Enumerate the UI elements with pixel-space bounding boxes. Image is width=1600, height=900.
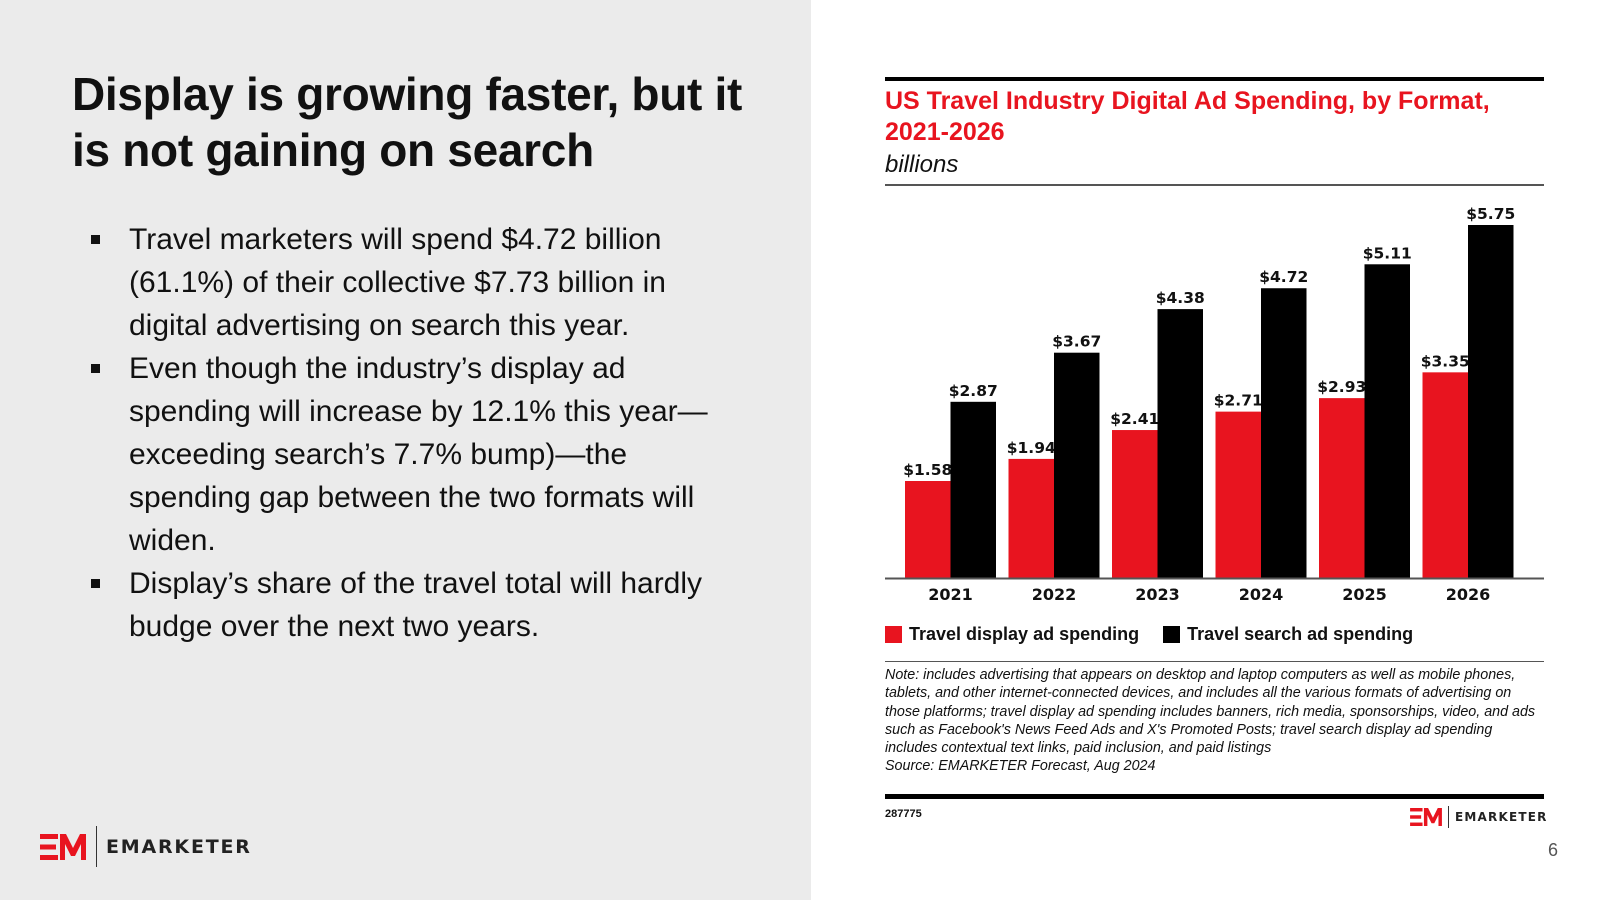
square-bullet-icon	[91, 235, 100, 244]
chart-legend: Travel display ad spending Travel search…	[885, 624, 1437, 645]
bullet-text: Display’s share of the travel total will…	[129, 567, 703, 643]
chart-subtitle: billions	[885, 151, 959, 178]
bullet-list: Travel marketers will spend $4.72 billio…	[88, 218, 748, 648]
em-logo-icon	[40, 833, 86, 860]
page-number: 6	[1548, 840, 1559, 860]
data-label-display: $1.58	[903, 461, 952, 479]
square-bullet-icon	[91, 579, 100, 588]
bullet-item: Even though the industry’s display ad sp…	[88, 347, 748, 562]
bullet-item: Travel marketers will spend $4.72 billio…	[88, 218, 748, 347]
chart-subtitle-rule	[885, 184, 1544, 186]
data-label-search: $5.11	[1363, 244, 1412, 262]
bar-search	[1157, 309, 1203, 578]
bar-search	[1261, 288, 1307, 578]
legend-label-search: Travel search ad spending	[1187, 624, 1414, 644]
slide-text-panel	[0, 0, 811, 900]
bar-search	[1364, 264, 1410, 578]
bar-display	[1112, 430, 1158, 578]
bar-display	[1319, 398, 1365, 578]
data-label-search: $3.67	[1052, 333, 1101, 351]
bullet-item: Display’s share of the travel total will…	[88, 562, 748, 648]
chart-note-rule	[885, 661, 1544, 662]
x-tick-label: 2021	[928, 585, 973, 604]
legend-item-search: Travel search ad spending	[1163, 624, 1413, 645]
legend-swatch-search	[1163, 626, 1181, 643]
data-label-display: $3.35	[1421, 352, 1470, 370]
data-label-display: $1.94	[1007, 439, 1056, 457]
data-label-search: $4.72	[1259, 268, 1308, 286]
em-logo-icon	[1410, 808, 1442, 826]
bar-display	[905, 481, 951, 578]
bar-search	[1054, 352, 1100, 578]
bar-search	[950, 401, 996, 578]
data-label-search: $5.75	[1466, 205, 1515, 223]
bar-display	[1215, 411, 1261, 578]
data-label-search: $2.87	[949, 382, 998, 400]
bullet-text: Travel marketers will spend $4.72 billio…	[129, 223, 666, 342]
chart-note: Note: includes advertising that appears …	[885, 667, 1536, 757]
data-label-display: $2.41	[1110, 410, 1159, 428]
data-label-display: $2.93	[1317, 378, 1366, 396]
data-label-display: $2.71	[1214, 392, 1263, 410]
x-tick-label: 2022	[1032, 585, 1077, 604]
emarketer-logo: EMARKETER	[40, 826, 252, 867]
logo-separator	[1448, 806, 1449, 828]
logo-wordmark: EMARKETER	[106, 835, 252, 858]
slide-headline: Display is growing faster, but it is not…	[72, 68, 742, 176]
x-tick-label: 2023	[1135, 585, 1180, 604]
square-bullet-icon	[91, 364, 100, 373]
bar-chart: $1.58 $2.87 2021 $1.94 $3.67 2022 $2.41 $4.38 20…	[885, 205, 1544, 604]
data-label-search: $4.38	[1156, 289, 1205, 307]
logo-separator	[96, 826, 97, 867]
logo-wordmark: EMARKETER	[1455, 810, 1548, 824]
chart-id: 287775	[885, 808, 922, 820]
bar-display	[1008, 458, 1054, 578]
chart-footnote: Note: includes advertising that appears …	[885, 666, 1547, 776]
bar-search	[1468, 225, 1514, 578]
bullet-text: Even though the industry’s display ad sp…	[129, 352, 708, 557]
x-tick-label: 2026	[1446, 585, 1491, 604]
legend-label-display: Travel display ad spending	[909, 624, 1140, 644]
x-tick-label: 2024	[1239, 585, 1284, 604]
legend-item-display: Travel display ad spending	[885, 624, 1139, 645]
chart-source: Source: EMARKETER Forecast, Aug 2024	[885, 758, 1156, 775]
x-tick-label: 2025	[1342, 585, 1387, 604]
chart-title: US Travel Industry Digital Ad Spending, …	[885, 87, 1490, 146]
chart-bottom-rule	[885, 794, 1544, 799]
bar-display	[1422, 372, 1468, 578]
chart-emarketer-logo: EMARKETER	[1410, 806, 1548, 828]
chart-top-rule	[885, 77, 1544, 81]
legend-swatch-display	[885, 626, 902, 643]
